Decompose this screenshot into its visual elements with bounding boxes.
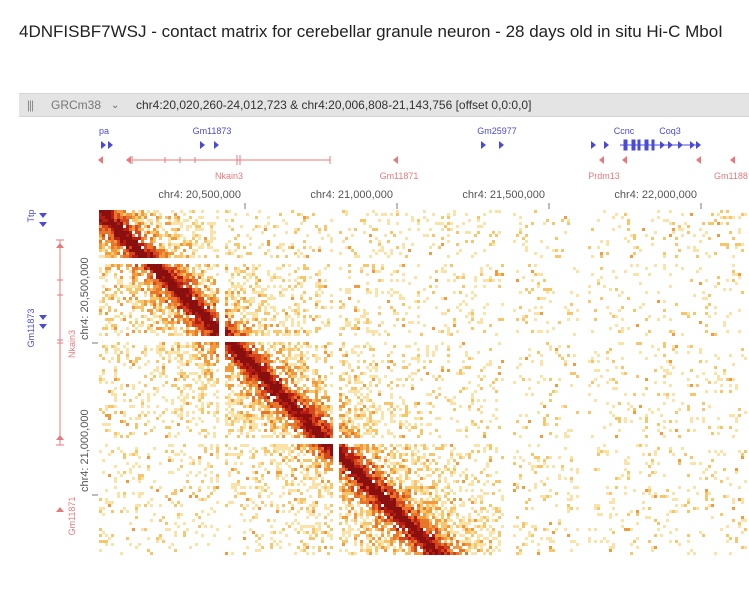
gene-label-prdm13[interactable]: Prdm13: [588, 171, 620, 181]
strand-arrow-icon: [393, 156, 398, 164]
gene-label-nkain3[interactable]: Nkain3: [215, 171, 243, 181]
strand-arrow-icon: [200, 141, 205, 149]
strand-arrow-icon: [56, 243, 64, 248]
locus-search-input[interactable]: chr4:20,020,260-24,012,723 & chr4:20,006…: [136, 98, 532, 112]
assembly-label: GRCm38: [51, 98, 102, 112]
gene-label-ccnc[interactable]: Ccnc: [614, 126, 635, 136]
page-title: 4DNFISBF7WSJ - contact matrix for cerebe…: [19, 22, 723, 41]
gene-label-gm11873[interactable]: Gm11873: [193, 126, 232, 136]
strand-arrow-icon: [39, 222, 47, 227]
strand-arrow-icon: [499, 141, 504, 149]
gene-label-coq3[interactable]: Coq3: [659, 126, 681, 136]
chevron-down-icon: ⌄: [111, 99, 120, 111]
strand-arrow-icon: [101, 141, 106, 149]
strand-arrow-icon: [696, 156, 701, 164]
strand-arrow-icon: [696, 141, 701, 149]
genome-position-toolbar: ||| GRCm38 ⌄ chr4:20,020,260-24,012,723 …: [19, 93, 749, 117]
strand-arrow-icon: [660, 141, 665, 149]
gene-label-gm11871[interactable]: Gm11871: [380, 171, 419, 181]
strand-arrow-icon: [622, 156, 627, 164]
strand-arrow-icon: [126, 156, 131, 164]
strand-arrow-icon: [591, 141, 596, 149]
drag-handle-icon[interactable]: |||: [26, 98, 34, 112]
gene-label-ttp[interactable]: Ttp: [26, 209, 36, 222]
gene-label-gm11871[interactable]: Gm11871: [67, 497, 77, 536]
strand-arrow-icon: [730, 156, 735, 164]
assembly-select[interactable]: GRCm38 ⌄: [41, 98, 136, 112]
strand-arrow-icon: [481, 141, 486, 149]
top-chromosome-axis: chr4: 20,500,000 chr4: 21,000,000 chr4: 21…: [158, 189, 702, 209]
strand-arrow-icon: [98, 156, 103, 164]
top-axis-tick-label: chr4: 21,000,000: [310, 189, 393, 201]
strand-arrow-icon: [678, 141, 683, 149]
top-axis-tick-label: chr4: 21,500,000: [462, 189, 545, 201]
left-axis-tick-label: chr4: 20,500,000: [79, 257, 91, 340]
strand-arrow-icon: [56, 435, 64, 440]
top-gene-annotation-track[interactable]: pa Gm11873 Gm25977 Ccnc Coq3 Nkain3 Gm11871 Prd…: [98, 126, 748, 181]
hic-contact-heatmap[interactable]: [99, 210, 747, 555]
strand-arrow-icon: [690, 141, 695, 149]
gene-label-nkain3[interactable]: Nkain3: [67, 330, 77, 358]
strand-arrow-icon: [668, 141, 673, 149]
strand-arrow-icon: [108, 141, 113, 149]
strand-arrow-icon: [56, 507, 64, 512]
gene-label-pa[interactable]: pa: [99, 126, 109, 136]
strand-arrow-icon: [599, 156, 604, 164]
left-chromosome-axis: chr4: 20,500,000 chr4: 21,000,000: [79, 257, 98, 496]
strand-arrow-icon: [214, 141, 219, 149]
left-axis-tick-label: chr4: 21,000,000: [79, 409, 91, 492]
strand-arrow-icon: [39, 315, 47, 320]
gene-label-gm11873[interactable]: Gm11873: [26, 309, 36, 348]
left-gene-annotation-track[interactable]: Ttp Gm11873 Nkain3 Gm11871: [26, 209, 77, 535]
strand-arrow-icon: [39, 324, 47, 329]
top-axis-tick-label: chr4: 22,000,000: [614, 189, 697, 201]
strand-arrow-icon: [604, 141, 609, 149]
gene-label-gm1188[interactable]: Gm1188: [714, 171, 748, 181]
strand-arrow-icon: [39, 213, 47, 218]
top-axis-tick-label: chr4: 20,500,000: [158, 189, 241, 201]
gene-label-gm25977[interactable]: Gm25977: [477, 126, 517, 136]
